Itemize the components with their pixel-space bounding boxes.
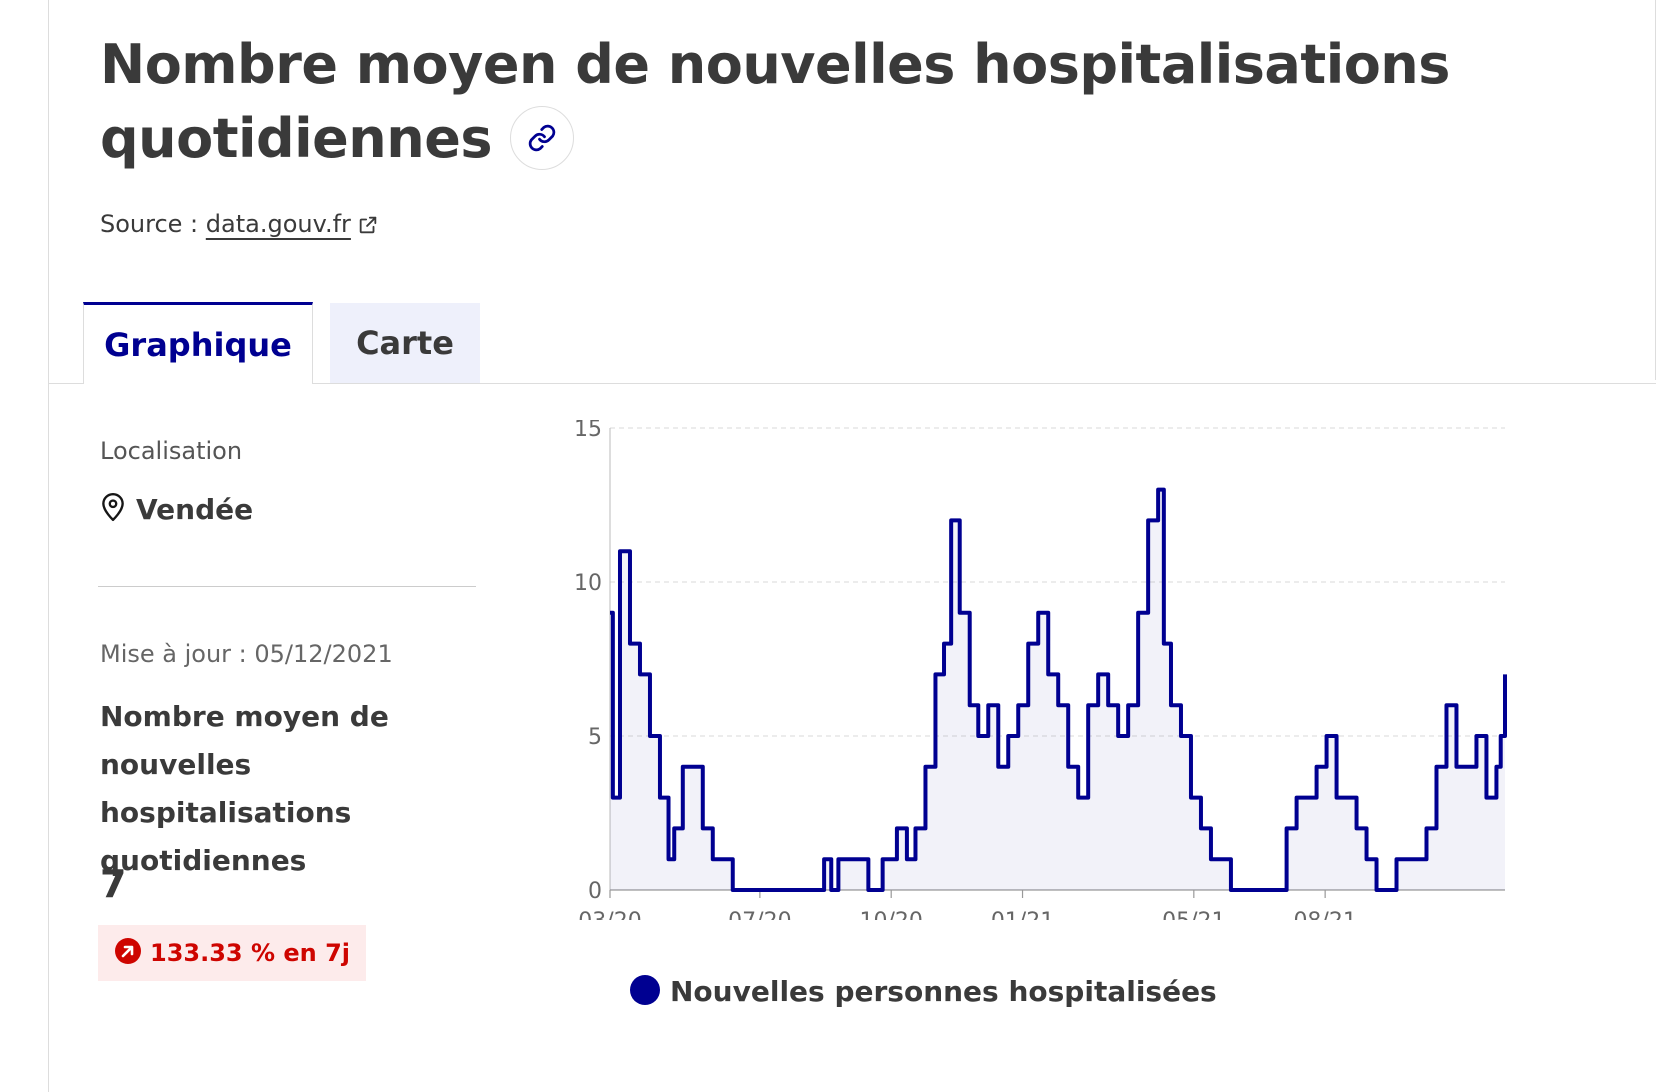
x-tick-label: 10/20 xyxy=(860,909,923,920)
series-line xyxy=(610,487,1507,892)
legend-dot-icon xyxy=(630,975,660,1005)
trend-badge: 133.33 % en 7j xyxy=(98,925,367,981)
arrow-up-right-icon xyxy=(115,938,141,964)
tab-carte[interactable]: Carte xyxy=(330,303,480,383)
update-date: Mise à jour : 05/12/2021 xyxy=(100,640,393,668)
tabs-underline xyxy=(48,383,1656,384)
x-tick-label: 05/21 xyxy=(1162,909,1225,920)
indicator-value: 7 xyxy=(100,862,127,906)
copy-link-button[interactable] xyxy=(509,106,574,171)
location-name: Vendée xyxy=(136,493,254,526)
tab-graphique[interactable]: Graphique xyxy=(83,302,313,384)
page-title: Nombre moyen de nouvelles hospitalisatio… xyxy=(100,28,1480,176)
link-icon xyxy=(528,125,556,152)
chart-legend: Nouvelles personnes hospitalisées xyxy=(630,975,1217,1008)
page-title-text: Nombre moyen de nouvelles hospitalisatio… xyxy=(100,33,1450,170)
active-tab-gap xyxy=(84,382,312,385)
trend-text: 133.33 % en 7j xyxy=(150,939,351,967)
indicator-title: Nombre moyen de nouvelles hospitalisatio… xyxy=(100,700,389,877)
y-tick-label: 0 xyxy=(588,879,602,904)
y-tick-label: 5 xyxy=(588,725,602,750)
x-tick-label: 03/20 xyxy=(578,909,641,920)
x-tick-label: 08/21 xyxy=(1293,909,1356,920)
source-link-text: data.gouv.fr xyxy=(205,210,351,238)
source-line: Source : data.gouv.fr xyxy=(100,210,379,238)
location-label: Localisation xyxy=(100,437,243,465)
source-link[interactable]: data.gouv.fr xyxy=(206,210,379,238)
external-link-icon xyxy=(359,216,377,234)
source-prefix: Source : xyxy=(100,210,199,238)
legend-label: Nouvelles personnes hospitalisées xyxy=(670,975,1217,1008)
hospitalisations-chart: 0 5 10 15 03/20 07/20 10/20 01/21 05/21 08/21 xyxy=(574,420,1507,920)
frame-left-border xyxy=(48,0,49,1092)
map-pin-icon xyxy=(102,492,124,522)
sidebar-divider xyxy=(98,586,476,587)
frame-right-border xyxy=(1655,0,1656,380)
y-tick-label: 15 xyxy=(574,420,602,442)
x-tick-label: 01/21 xyxy=(991,909,1054,920)
x-tick-label: 07/20 xyxy=(728,909,791,920)
location-value: Vendée xyxy=(100,492,254,526)
y-tick-label: 10 xyxy=(574,571,602,596)
